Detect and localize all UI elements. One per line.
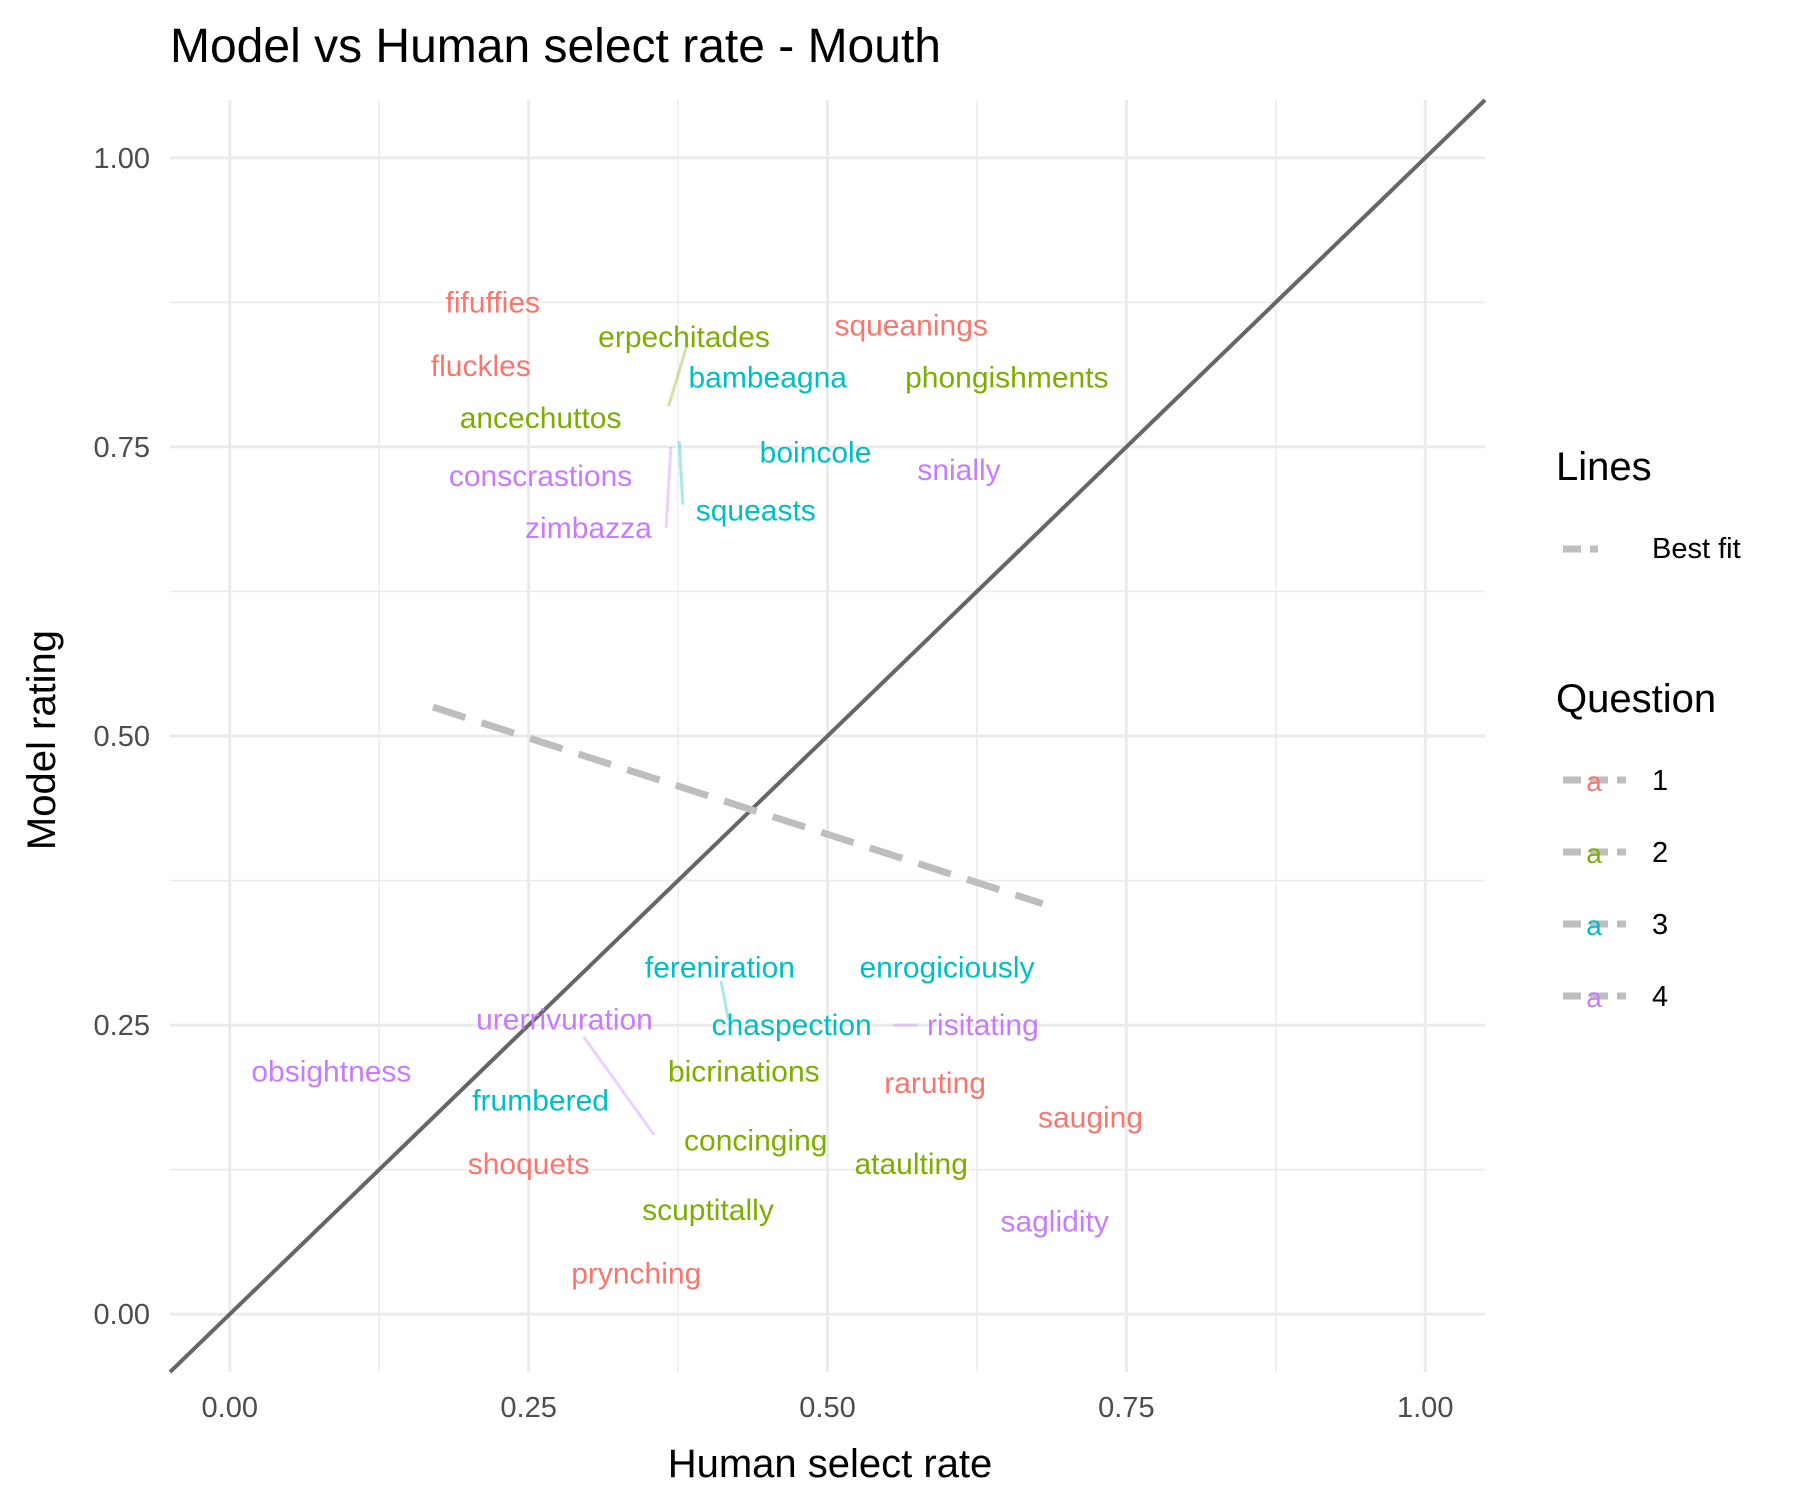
y-tick-label-0: 0.00 xyxy=(94,1299,150,1331)
point-label-q1-3: raruting xyxy=(884,1067,986,1100)
point-label-q3-6: frumbered xyxy=(472,1084,609,1117)
point-label-q4-6: saglidity xyxy=(1000,1206,1108,1239)
label-connector-1 xyxy=(677,441,685,505)
x-tick-label-2: 0.50 xyxy=(799,1392,855,1424)
label-connector-2 xyxy=(664,446,673,528)
legend-question-key-glyph-3: a xyxy=(1586,910,1602,941)
legend-question-label-3: 3 xyxy=(1652,909,1668,941)
x-tick-label-4: 1.00 xyxy=(1397,1392,1453,1424)
y-axis-ticks: 0.00 0.25 0.50 0.75 1.00 xyxy=(94,143,150,1331)
y-tick-label-4: 1.00 xyxy=(94,143,150,175)
x-axis-ticks: 0.00 0.25 0.50 0.75 1.00 xyxy=(202,1392,1454,1424)
label-connector-0 xyxy=(667,342,690,407)
legend-question-label-2: 2 xyxy=(1652,837,1668,869)
legend-question-label-1: 1 xyxy=(1652,765,1668,797)
reference-line xyxy=(168,98,1487,1374)
point-label-q1-1: squeanings xyxy=(834,309,987,342)
point-label-q2-3: bicrinations xyxy=(668,1055,820,1088)
y-tick-label-2: 0.50 xyxy=(94,721,150,753)
point-label-q2-0: erpechitades xyxy=(598,321,770,354)
point-label-q4-2: zimbazza xyxy=(525,512,652,545)
point-label-q1-5: shoquets xyxy=(468,1148,590,1181)
point-label-q2-4: concinging xyxy=(684,1125,827,1158)
legend-question-key-glyph-4: a xyxy=(1586,982,1602,1013)
label-connector-4 xyxy=(582,1035,656,1136)
point-label-q3-4: enrogiciously xyxy=(859,951,1034,984)
x-axis-title: Human select rate xyxy=(668,1442,993,1486)
point-label-q1-4: sauging xyxy=(1038,1102,1143,1135)
point-label-q1-6: prynching xyxy=(571,1258,701,1291)
legend-question-title: Question xyxy=(1556,677,1716,721)
legend-question-key-glyph-2: a xyxy=(1586,838,1602,869)
point-label-q3-0: bambeagna xyxy=(688,362,847,395)
x-tick-label-3: 0.75 xyxy=(1098,1392,1154,1424)
legend: Lines Best fit Question a 1 a 2 a 3 a 4 xyxy=(1556,445,1741,1013)
reference-line-group xyxy=(168,98,1487,1374)
point-label-q2-5: ataulting xyxy=(854,1148,967,1181)
legend-best-fit-label: Best fit xyxy=(1652,533,1741,565)
legend-question-key-glyph-1: a xyxy=(1586,766,1602,797)
point-label-q3-5: chaspection xyxy=(712,1009,872,1042)
point-label-q4-1: conscrastions xyxy=(449,460,632,493)
legend-lines-title: Lines xyxy=(1556,445,1652,489)
point-label-q2-1: phongishments xyxy=(905,362,1108,395)
label-connector-3 xyxy=(719,980,730,1020)
point-label-q4-3: urerrivuration xyxy=(476,1003,653,1036)
point-label-q3-3: fereniration xyxy=(645,951,795,984)
point-label-q4-4: risitating xyxy=(927,1009,1039,1042)
point-label-q2-6: scuptitally xyxy=(642,1194,774,1227)
label-connectors xyxy=(582,342,918,1136)
y-axis-title: Model rating xyxy=(20,630,64,850)
point-label-q3-2: squeasts xyxy=(696,495,816,528)
point-label-q3-1: boincole xyxy=(760,437,872,470)
legend-question-entries: a 1 a 2 a 3 a 4 xyxy=(1563,765,1668,1013)
x-tick-label-0: 0.00 xyxy=(202,1392,258,1424)
point-label-q4-5: obsightness xyxy=(251,1055,411,1088)
x-tick-label-1: 0.25 xyxy=(500,1392,556,1424)
point-label-q1-2: fluckles xyxy=(431,350,531,383)
point-labels: fifuffies squeanings fluckles raruting saugi… xyxy=(251,286,1143,1290)
y-tick-label-1: 0.25 xyxy=(94,1010,150,1042)
legend-question-label-4: 4 xyxy=(1652,981,1668,1013)
best-fit-line-group xyxy=(431,703,1044,908)
y-tick-label-3: 0.75 xyxy=(94,432,150,464)
point-label-q2-2: ancechuttos xyxy=(460,402,622,435)
point-label-q4-0: snially xyxy=(917,454,1000,487)
chart-title: Model vs Human select rate - Mouth xyxy=(170,20,941,73)
point-label-q1-0: fifuffies xyxy=(446,286,541,319)
best-fit-line xyxy=(431,703,1044,908)
